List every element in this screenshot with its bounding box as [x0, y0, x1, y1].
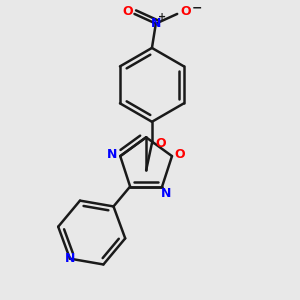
Text: O: O: [174, 148, 185, 161]
Text: N: N: [161, 187, 171, 200]
Text: +: +: [158, 12, 166, 22]
Text: O: O: [122, 5, 133, 19]
Text: −: −: [191, 2, 202, 15]
Text: N: N: [107, 148, 118, 161]
Text: N: N: [151, 17, 161, 30]
Text: O: O: [181, 5, 191, 19]
Text: N: N: [65, 252, 75, 265]
Text: O: O: [155, 136, 166, 150]
